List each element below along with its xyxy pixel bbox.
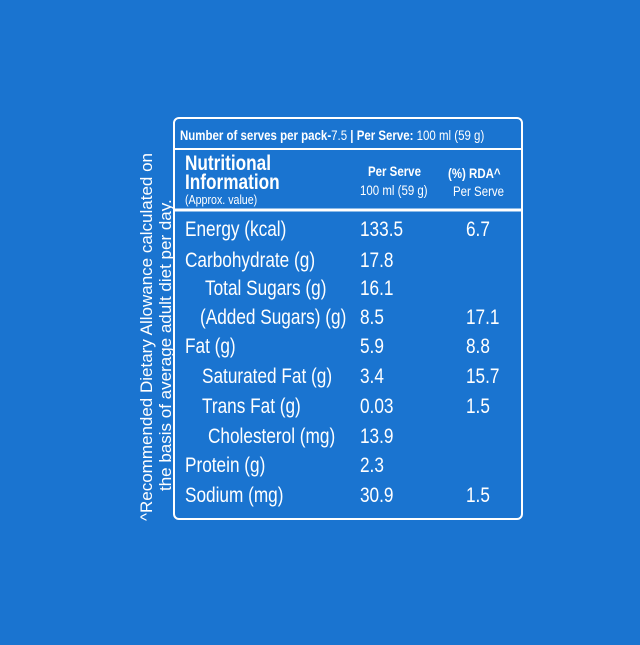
column-head: Per Serve <box>368 163 421 179</box>
rda-value: 17.1 <box>466 307 500 330</box>
column-head: (%) RDA^ <box>448 165 501 181</box>
header-text: 100 ml (59 g) <box>417 127 485 143</box>
per-serve-value: 0.03 <box>360 396 394 419</box>
column-title: Information <box>185 172 280 195</box>
rda-value: 8.8 <box>466 336 490 359</box>
header-text: Number of serves per pack- <box>180 127 331 143</box>
column-note: (Approx. value) <box>185 192 257 207</box>
per-serve-value: 5.9 <box>360 336 384 359</box>
column-unit: Per Serve <box>453 183 504 199</box>
nutrient-name: Total Sugars (g) <box>205 278 326 301</box>
nutrient-name: (Added Sugars) (g) <box>200 307 346 330</box>
rda-value: 6.7 <box>466 219 490 242</box>
per-serve-value: 16.1 <box>360 278 394 301</box>
per-serve-value: 30.9 <box>360 485 394 508</box>
nutrient-name: Fat (g) <box>185 336 236 359</box>
per-serve-value: 8.5 <box>360 307 384 330</box>
nutrient-name: Energy (kcal) <box>185 219 286 242</box>
header-text: 7.5 <box>331 127 347 143</box>
nutrient-name: Protein (g) <box>185 455 265 478</box>
per-serve-value: 3.4 <box>360 366 384 389</box>
nutrient-name: Carbohydrate (g) <box>185 250 315 273</box>
nutrient-name: Cholesterol (mg) <box>208 426 335 449</box>
nutrient-name: Sodium (mg) <box>185 485 283 508</box>
column-title: Nutritional <box>185 153 271 176</box>
label-box <box>173 117 523 520</box>
rda-value: 1.5 <box>466 485 490 508</box>
column-unit: 100 ml (59 g) <box>360 182 428 198</box>
per-serve-value: 133.5 <box>360 219 403 242</box>
rda-value: 1.5 <box>466 396 490 419</box>
footnote-line: the basis of average adult diet per day. <box>156 199 175 491</box>
footnote-line: ^Recommended Dietary Allowance calculate… <box>137 153 156 521</box>
nutrient-name: Trans Fat (g) <box>202 396 301 419</box>
header-text: | Per Serve: <box>347 127 417 143</box>
footnote: ^Recommended Dietary Allowance calculate… <box>137 153 175 521</box>
nutrient-name: Saturated Fat (g) <box>202 366 332 389</box>
per-serve-value: 2.3 <box>360 455 384 478</box>
rda-value: 15.7 <box>466 366 500 389</box>
per-serve-value: 13.9 <box>360 426 394 449</box>
label-content: Number of serves per pack-7.5 | Per Serv… <box>180 127 504 508</box>
per-serve-value: 17.8 <box>360 250 394 273</box>
header: Number of serves per pack-7.5 | Per Serv… <box>180 127 484 143</box>
